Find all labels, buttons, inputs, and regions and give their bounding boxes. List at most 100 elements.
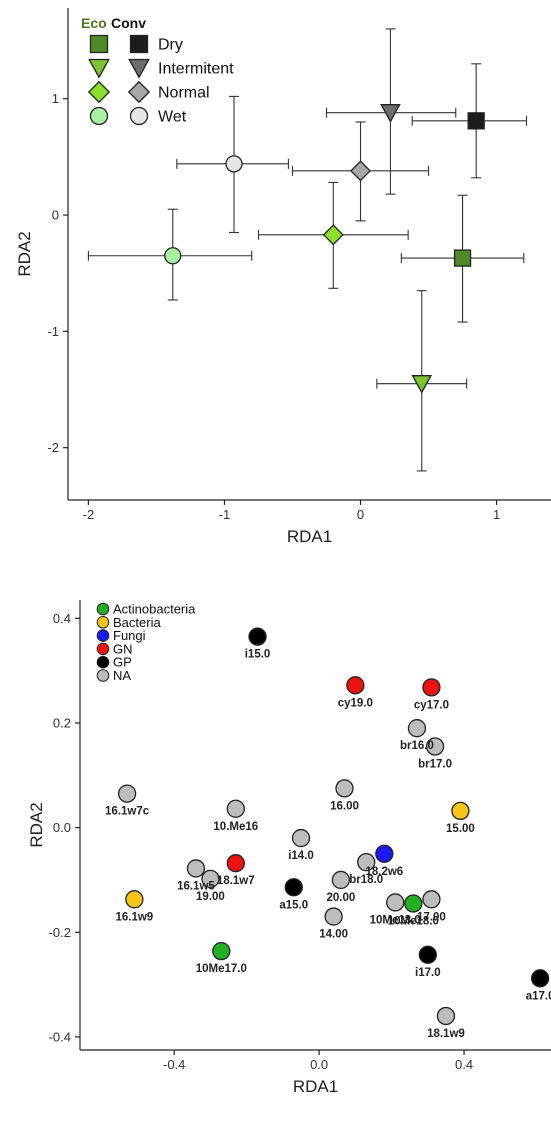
point-label-10me17-0: 10Me17.0: [196, 963, 247, 975]
point-label-i15-0: i15.0: [245, 649, 271, 661]
legend-actinobacteria-swatch: [96, 602, 110, 616]
point-cy17-0-2: [422, 678, 441, 697]
point-label-a15-0: a15.0: [279, 899, 308, 911]
y-tick-label: 1: [52, 91, 59, 106]
point-br17-0-4: [425, 737, 445, 756]
legend-label-wet: Wet: [158, 109, 187, 126]
point-label-14-00: 14.00: [319, 929, 348, 941]
point-19-00-14: [201, 869, 220, 889]
point-label-18-1w7: 18.1w7: [217, 875, 255, 887]
y-axis-title: RDA2: [27, 802, 46, 847]
point-label-15-00: 15.00: [446, 823, 475, 835]
y-tick-label: -1: [47, 324, 59, 339]
point-10-me16-6: [226, 799, 245, 818]
y-tick-label: 0.4: [53, 611, 71, 626]
point-14-00-21: [324, 907, 343, 926]
x-tick-label: 0: [357, 507, 364, 522]
point-a15-0-16: [284, 878, 303, 897]
legend-header-conv: Conv: [111, 15, 146, 31]
y-tick-label: 0.0: [53, 820, 71, 835]
y-tick-label: -2: [47, 440, 59, 455]
legend-bacteria-swatch: [96, 616, 110, 629]
legend-label-bacteria: Bacteria: [113, 615, 161, 630]
point-10me18-0-20: [404, 894, 423, 913]
legend-label-actinobacteria: Actinobacteria: [113, 602, 196, 617]
legend-label-normal: Normal: [158, 85, 210, 102]
y-tick-label: -0.2: [49, 925, 71, 940]
point-label-18-2w6: 18.2w6: [365, 866, 403, 878]
legend-conv-intermitent-swatch: [128, 58, 150, 79]
legend-eco-dry-swatch: [89, 34, 109, 54]
treatment-points: [164, 104, 485, 394]
legend-label-fungi: Fungi: [113, 628, 146, 643]
point-18-1w9-25: [436, 1006, 456, 1026]
point-br18-0-11: [357, 853, 376, 872]
axes: -2 -1 0 1 -2 -1 0 1 RDA1 RDA2: [15, 8, 551, 546]
y-tick-label: 0: [52, 208, 59, 223]
point-label-cy17-0: cy17.0: [414, 699, 449, 711]
y-tick-label: -0.4: [49, 1029, 71, 1044]
point-10me17-0-22: [212, 941, 231, 961]
eco-normal-point: [322, 224, 344, 246]
point-label-i14-0: i14.0: [288, 850, 314, 862]
point-label-10-me16: 10.Me16: [213, 821, 258, 833]
legend-conv-wet-swatch: [129, 106, 149, 126]
point-16-00-7: [335, 779, 354, 798]
point-i17-0-23: [418, 945, 437, 964]
legend-eco-intermitent-swatch: [88, 58, 110, 79]
legend-conv-dry-swatch: [129, 34, 149, 54]
legend-conv-normal-swatch: [127, 80, 151, 104]
point-17-00-19: [422, 890, 441, 909]
conv-wet-point: [225, 155, 243, 173]
conv-dry-point: [467, 112, 485, 130]
eco-wet-point: [164, 247, 182, 265]
point-16-1w5-13: [186, 859, 206, 878]
plfa-labels: i15.0 cy19.0 cy17.0 br16.0 br17.0 16.1w7c 10.M…: [105, 649, 551, 1040]
point-label-16-00: 16.00: [330, 800, 359, 812]
point-16-1w7c-5: [117, 784, 137, 803]
axes: -0.4 0.0 0.4 -0.4 -0.2 0.0 0.2 0.4 RDA1 RDA2: [27, 600, 551, 1096]
x-axis-title: RDA1: [287, 527, 332, 546]
x-tick-label: -1: [219, 507, 231, 522]
point-i14-0-9: [291, 828, 311, 848]
legend-label-na: NA: [113, 668, 131, 683]
x-tick-label: 0.0: [310, 1057, 328, 1072]
legend-na-swatch: [96, 669, 110, 682]
conv-intermitent-point: [380, 104, 401, 123]
point-label-18-1w9: 18.1w9: [427, 1028, 465, 1040]
point-a17-0-24: [530, 969, 550, 988]
point-label-20-00: 20.00: [326, 892, 355, 904]
legend-header-eco: Eco: [81, 15, 107, 31]
point-label-19-00: 19.00: [196, 891, 225, 903]
point-label-16-1w5: 16.1w5: [177, 880, 215, 892]
point-label-16-1w9: 16.1w9: [115, 911, 153, 923]
treatment-legend: Eco Conv Dry Intermitent Normal Wet: [81, 15, 234, 126]
legend-label-dry: Dry: [158, 37, 183, 54]
point-br16-0-3: [407, 719, 427, 738]
point-label-br17-0: br17.0: [418, 759, 452, 771]
x-tick-label: 1: [493, 507, 500, 522]
point-label-a17-0: a17.0: [526, 990, 551, 1002]
eco-intermitent-point: [411, 375, 433, 394]
point-18-2w6-10: [375, 844, 394, 863]
x-tick-label: -0.4: [163, 1057, 185, 1072]
legend-label-gp: GP: [113, 655, 132, 670]
point-label-10me18-0: 10Me18.0: [388, 915, 439, 927]
point-10me18-0-18: [386, 893, 405, 912]
point-label-16-1w7c: 16.1w7c: [105, 806, 150, 818]
x-tick-label: -2: [83, 507, 95, 522]
x-tick-label: 0.4: [455, 1057, 473, 1072]
point-label-i17-0: i17.0: [415, 967, 441, 979]
eco-dry-point: [453, 249, 472, 267]
legend-gn-swatch: [96, 642, 110, 656]
conv-normal-point: [350, 160, 372, 182]
legend-eco-wet-swatch: [89, 106, 109, 126]
plfa-points: [117, 627, 550, 1026]
y-axis-title: RDA2: [15, 231, 34, 276]
x-axis-title: RDA1: [293, 1077, 338, 1096]
legend-label-intermitent: Intermitent: [158, 61, 234, 78]
point-18-1w7-12: [226, 854, 245, 873]
